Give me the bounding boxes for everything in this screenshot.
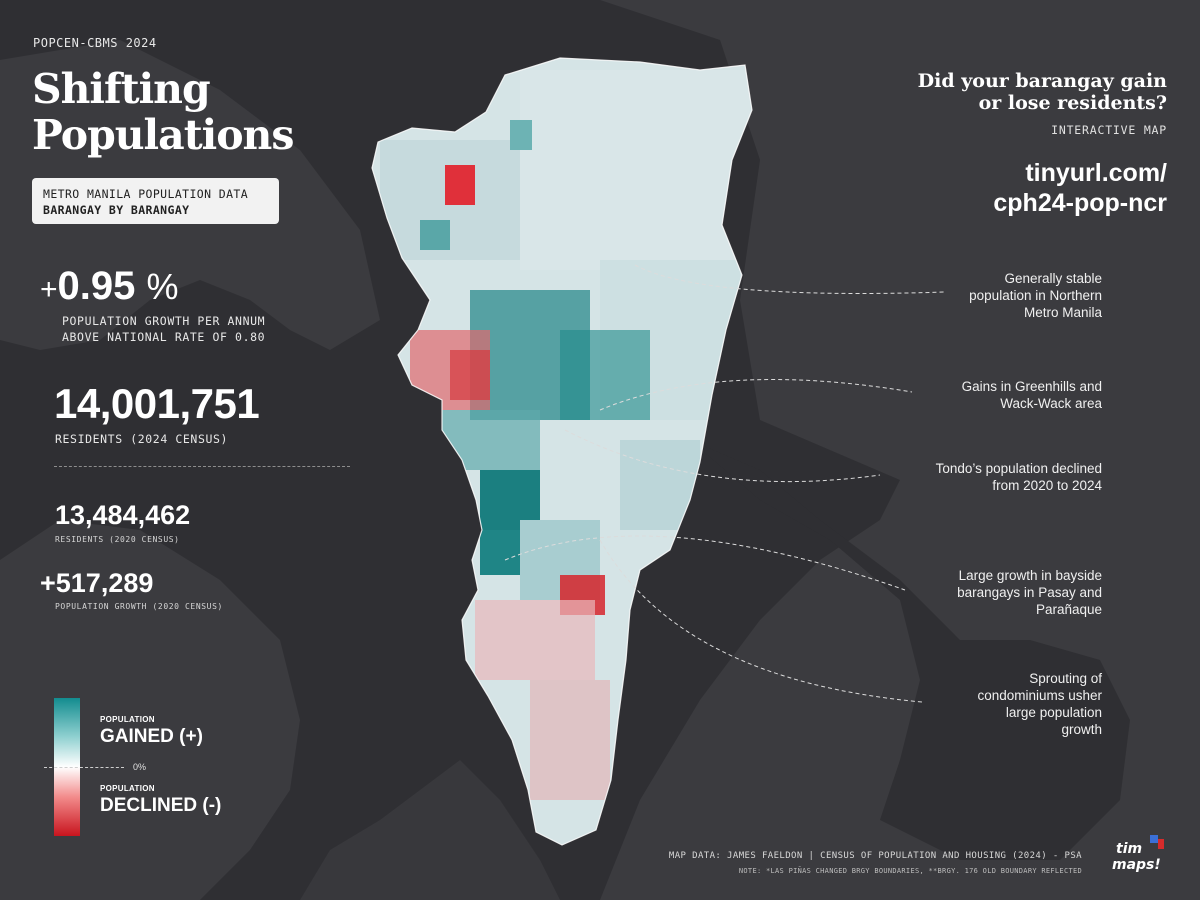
annotation-line: barangays in Pasay and bbox=[957, 585, 1102, 600]
annotation-line: condominiums usher bbox=[977, 688, 1102, 703]
residents-2024-caption: RESIDENTS (2024 CENSUS) bbox=[55, 432, 229, 446]
logo-word-2: maps! bbox=[1112, 857, 1161, 873]
residents-2024-value: 14,001,751 bbox=[54, 380, 260, 427]
legend-declined-label: DECLINED (-) bbox=[100, 795, 222, 816]
annotation-greenhills: Gains in Greenhills and Wack-Wack area bbox=[962, 378, 1102, 412]
badge-line-2: BARANGAY BY BARANGAY bbox=[43, 203, 190, 217]
growth-caption-line-1: POPULATION GROWTH PER ANNUM bbox=[62, 314, 266, 328]
annotation-condominiums: Sprouting of condominiums usher large po… bbox=[977, 670, 1102, 738]
annotation-line: Large growth in bayside bbox=[958, 568, 1102, 583]
growth-caption: POPULATION GROWTH PER ANNUM ABOVE NATION… bbox=[62, 313, 265, 345]
residents-2020-value: 13,484,462 bbox=[55, 500, 191, 530]
map-note: NOTE: *LAS PIÑAS CHANGED BRGY BOUNDARIES… bbox=[738, 867, 1082, 875]
annotation-line: Wack-Wack area bbox=[1000, 396, 1102, 411]
cta-url-link[interactable]: tinyurl.com/ cph24-pop-ncr bbox=[993, 158, 1167, 218]
annotation-line: Generally stable bbox=[1004, 271, 1102, 286]
annotation-line: from 2020 to 2024 bbox=[992, 478, 1102, 493]
growth-unit: % bbox=[146, 266, 179, 307]
badge-line-1: METRO MANILA POPULATION DATA bbox=[43, 187, 249, 201]
cta-url-line-1: tinyurl.com/ bbox=[1025, 159, 1167, 187]
growth-caption-line-2: ABOVE NATIONAL RATE OF 0.80 bbox=[62, 330, 266, 344]
laguna-lake bbox=[690, 440, 1130, 860]
stats-divider bbox=[54, 466, 350, 467]
annotation-north: Generally stable population in Northern … bbox=[969, 270, 1102, 321]
legend-zero-line bbox=[44, 767, 124, 768]
annotation-line: growth bbox=[1061, 722, 1102, 737]
ncr-outline bbox=[371, 57, 753, 846]
title-line-2: Populations bbox=[32, 111, 294, 159]
page-title: Shifting Populations bbox=[32, 65, 294, 159]
cta-question-line-1: Did your barangay gain bbox=[917, 70, 1167, 92]
legend-gained-small: POPULATION bbox=[100, 715, 155, 724]
annotation-line: Metro Manila bbox=[1023, 305, 1102, 320]
annotation-line: population in Northern bbox=[969, 288, 1102, 303]
cta-question-line-2: or lose residents? bbox=[978, 92, 1167, 114]
annotation-tondo: Tondo’s population declined from 2020 to… bbox=[936, 460, 1102, 494]
growth-rate-stat: +0.95 % bbox=[40, 264, 179, 309]
annotation-line: large population bbox=[1005, 705, 1102, 720]
annotation-line: Sprouting of bbox=[1029, 671, 1102, 686]
annotation-leaders bbox=[504, 264, 946, 703]
annotation-line: Tondo’s population declined bbox=[935, 461, 1102, 476]
cta-subtitle: INTERACTIVE MAP bbox=[1051, 123, 1167, 137]
legend-zero-label: 0% bbox=[133, 762, 147, 772]
annotation-line: Parañaque bbox=[1035, 602, 1102, 617]
growth-sign: + bbox=[40, 273, 58, 306]
legend-declined-small: POPULATION bbox=[100, 784, 155, 793]
residents-2020-caption: RESIDENTS (2020 CENSUS) bbox=[55, 535, 180, 544]
subtitle-badge: METRO MANILA POPULATION DATA BARANGAY BY… bbox=[32, 178, 279, 224]
timmaps-logo-icon: tim maps! bbox=[1112, 835, 1164, 873]
growth-value: 0.95 bbox=[57, 264, 136, 308]
legend-gained-label: GAINED (+) bbox=[100, 726, 203, 747]
cta-question: Did your barangay gain or lose residents… bbox=[918, 70, 1167, 114]
land-cavite bbox=[300, 760, 560, 900]
population-growth-value: +517,289 bbox=[40, 568, 154, 598]
annotation-line: Gains in Greenhills and bbox=[961, 379, 1102, 394]
title-line-1: Shifting bbox=[32, 65, 211, 113]
logo-word-1: tim bbox=[1116, 841, 1142, 857]
population-growth-caption: POPULATION GROWTH (2020 CENSUS) bbox=[55, 602, 223, 611]
map-credit: MAP DATA: JAMES FAELDON | CENSUS OF POPU… bbox=[668, 851, 1082, 861]
cta-url-line-2: cph24-pop-ncr bbox=[993, 189, 1167, 217]
annotation-bayside: Large growth in bayside barangays in Pas… bbox=[957, 567, 1102, 618]
eyebrow-label: POPCEN-CBMS 2024 bbox=[33, 36, 157, 50]
